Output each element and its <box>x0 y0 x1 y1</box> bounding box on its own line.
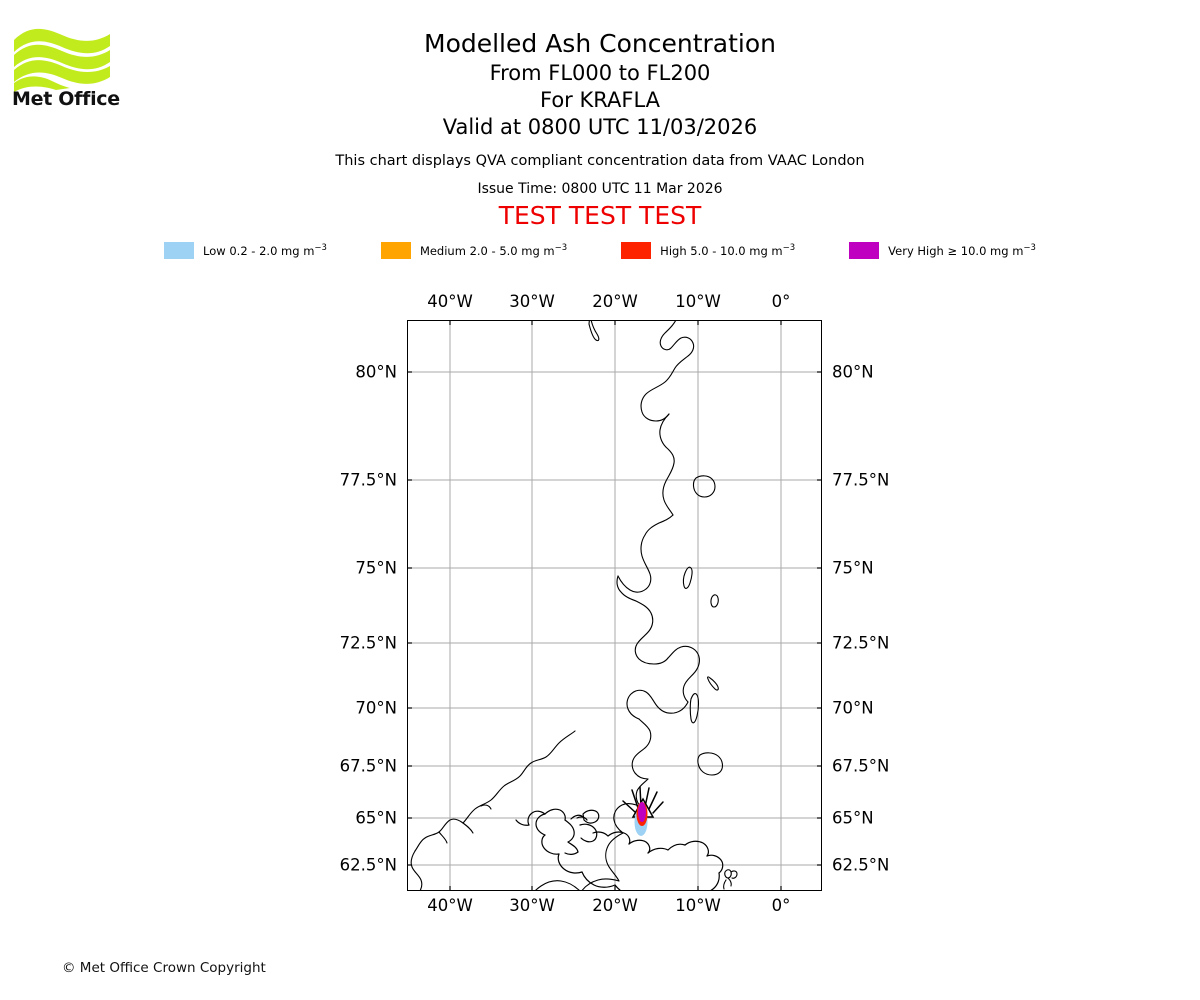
map-canvas <box>407 320 822 891</box>
ash-concentration-map <box>407 320 822 891</box>
map-gridlines <box>408 321 821 890</box>
jan-mayen-island <box>707 676 719 691</box>
lon-label-bottom-40W: 40°W <box>427 896 473 915</box>
greenland-coastline <box>535 321 700 890</box>
lat-label-left-70N: 70°N <box>355 698 397 718</box>
legend-label-medium: Medium 2.0 - 5.0 mg m−3 <box>419 243 568 258</box>
legend-exponent-high: −3 <box>782 243 796 254</box>
greenland-islands <box>682 475 723 776</box>
ash-plume <box>634 802 648 836</box>
chart-header: Modelled Ash Concentration From FL000 to… <box>0 28 1200 231</box>
legend-exponent-very-high: −3 <box>1023 243 1036 254</box>
lat-label-right-65N: 65°N <box>832 808 874 828</box>
lat-label-right-62-5N: 62.5°N <box>832 855 890 875</box>
flight-level-range: From FL000 to FL200 <box>489 61 711 85</box>
lon-label-top-0: 0° <box>771 292 791 311</box>
volcano-name: For KRAFLA <box>540 88 660 112</box>
lat-label-left-67-5N: 67.5°N <box>339 756 397 776</box>
lon-label-bottom-20W: 20°W <box>592 896 638 915</box>
legend-label-low: Low 0.2 - 2.0 mg m−3 <box>203 243 327 258</box>
lon-label-bottom-0: 0° <box>771 896 791 915</box>
legend-exponent-medium: −3 <box>554 243 568 254</box>
legend-swatch-low <box>164 242 195 259</box>
lat-label-left-77-5N: 77.5°N <box>339 470 397 490</box>
legend-entry-medium: Medium 2.0 - 5.0 mg m−3 <box>380 242 568 259</box>
lat-label-right-72-5N: 72.5°N <box>832 633 890 653</box>
met-office-waves-icon <box>14 28 110 92</box>
legend-swatch-very-high <box>849 242 880 259</box>
lon-label-top-40W: 40°W <box>427 292 473 311</box>
page-title: Modelled Ash Concentration <box>424 29 776 58</box>
iceland-coastline <box>515 808 724 890</box>
lat-label-right-77-5N: 77.5°N <box>832 470 890 490</box>
issue-time: Issue Time: 0800 UTC 11 Mar 2026 <box>477 181 723 197</box>
qva-note: This chart displays QVA compliant concen… <box>335 153 865 169</box>
lat-label-left-65N: 65°N <box>355 808 397 828</box>
lon-label-top-20W: 20°W <box>592 292 638 311</box>
legend-entry-low: Low 0.2 - 2.0 mg m−3 <box>164 242 327 259</box>
copyright-notice: © Met Office Crown Copyright <box>62 960 266 976</box>
greenland-southwest-coast <box>410 730 576 890</box>
lat-label-left-72-5N: 72.5°N <box>339 633 397 653</box>
lon-label-top-10W: 10°W <box>675 292 721 311</box>
lat-label-left-62-5N: 62.5°N <box>339 855 397 875</box>
valid-time: Valid at 0800 UTC 11/03/2026 <box>442 115 758 139</box>
test-banner: TEST TEST TEST <box>498 201 702 230</box>
legend-entry-very-high: Very High ≥ 10.0 mg m−3 <box>849 242 1036 259</box>
ash-band-very-high <box>638 802 646 822</box>
met-office-logo-text: Met Office <box>12 88 120 110</box>
lat-label-left-75N: 75°N <box>355 558 397 578</box>
lon-label-bottom-30W: 30°W <box>509 896 555 915</box>
legend-exponent-low: −3 <box>314 243 327 254</box>
legend-swatch-high <box>621 242 652 259</box>
lat-label-right-80N: 80°N <box>832 362 874 382</box>
lon-label-top-30W: 30°W <box>509 292 555 311</box>
lat-label-left-80N: 80°N <box>355 362 397 382</box>
legend-label-very-high: Very High ≥ 10.0 mg m−3 <box>888 243 1036 258</box>
lat-label-right-70N: 70°N <box>832 698 874 718</box>
legend-swatch-medium <box>380 242 411 259</box>
lon-label-bottom-10W: 10°W <box>675 896 721 915</box>
lat-label-right-75N: 75°N <box>832 558 874 578</box>
legend-label-high: High 5.0 - 10.0 mg m−3 <box>660 243 796 258</box>
lat-label-right-67-5N: 67.5°N <box>832 756 890 776</box>
legend-entry-high: High 5.0 - 10.0 mg m−3 <box>621 242 795 259</box>
faroe-islands <box>723 869 738 890</box>
map-tick-marks <box>407 320 822 891</box>
concentration-legend: Low 0.2 - 2.0 mg m−3 Medium 2.0 - 5.0 mg… <box>0 242 1200 259</box>
met-office-logo <box>12 26 112 116</box>
